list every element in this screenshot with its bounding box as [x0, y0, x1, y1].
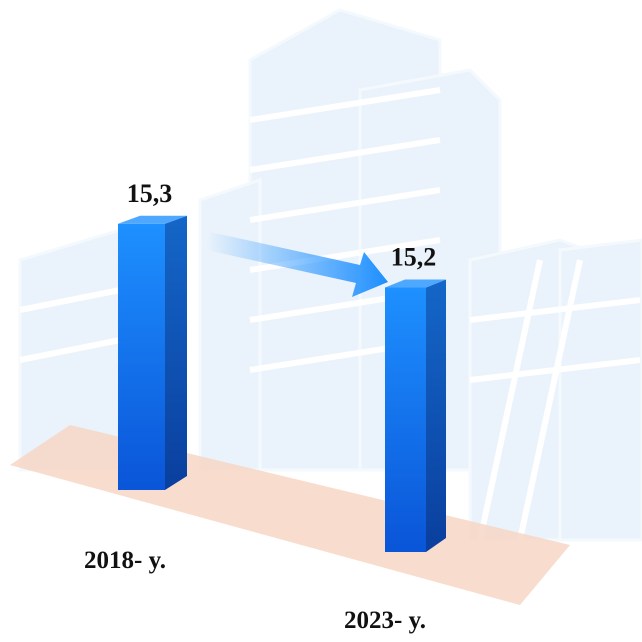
bar	[118, 223, 165, 490]
building-lines	[19, 87, 641, 541]
bar-top	[385, 279, 446, 288]
x-tick-label: 2023- y.	[344, 607, 426, 634]
value-label: 15,2	[391, 243, 437, 272]
bar-side	[426, 279, 446, 552]
bar-side	[165, 215, 187, 490]
bar-top	[118, 215, 187, 224]
bar	[385, 287, 426, 552]
x-tick-label: 2018- y.	[84, 547, 166, 574]
value-label: 15,3	[127, 179, 173, 208]
trend-arrow	[206, 232, 388, 297]
